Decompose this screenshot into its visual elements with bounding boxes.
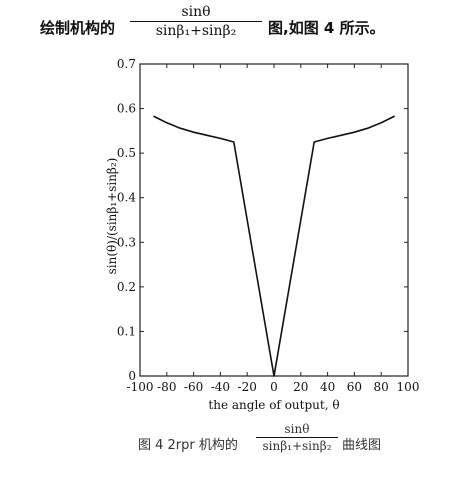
y-axis-label: sin(θ)/(sinβ₁+sinβ₂) [105, 158, 119, 275]
y-tick-label: 0.5 [117, 146, 136, 160]
intro-lead-text: 绘制机构的 [40, 19, 116, 37]
x-tick-label: -20 [238, 380, 257, 394]
intro-fraction-numerator: sinθ [181, 4, 211, 20]
caption-fraction: sinθ sinβ₁+sinβ₂ [256, 422, 338, 453]
plot-frame [139, 63, 409, 377]
x-axis-ticks: -100 -80 -60 -40 -20 0 20 40 60 80 100 [127, 64, 420, 394]
x-tick-label: -100 [127, 380, 154, 394]
intro-fraction-bar [130, 21, 262, 22]
y-tick-label: 0.2 [117, 280, 136, 294]
intro-tail-text: 图,如图 4 所示。 [268, 19, 385, 37]
y-tick-label: 0 [128, 369, 136, 383]
x-tick-label: -80 [157, 380, 176, 394]
x-tick-label: -40 [211, 380, 230, 394]
intro-fraction: sinθ sinβ₁+sinβ₂ [130, 4, 262, 39]
caption-fraction-numerator: sinθ [284, 422, 310, 436]
caption-fraction-denominator: sinβ₁+sinβ₂ [262, 439, 332, 453]
intro-fraction-denominator: sinβ₁+sinβ₂ [155, 23, 237, 39]
x-tick-label: 0 [270, 380, 278, 394]
caption-fraction-bar [256, 437, 338, 438]
x-tick-label: 100 [397, 380, 420, 394]
y-tick-label: 0.3 [117, 235, 136, 249]
x-tick-label: 40 [320, 380, 335, 394]
figure-caption: 图 4 2rpr 机构的 sinθ sinβ₁+sinβ₂ 曲线图 [138, 422, 468, 466]
y-tick-label: 0.6 [117, 102, 136, 116]
x-tick-label: -60 [184, 380, 203, 394]
series-layer [153, 115, 395, 377]
x-tick-label: 80 [374, 380, 389, 394]
intro-sentence: 绘制机构的 sinθ sinβ₁+sinβ₂ 图,如图 4 所示。 [40, 4, 460, 46]
y-axis-ticks: 0 0.1 0.2 0.3 0.4 0.5 0.6 0.7 [117, 57, 408, 383]
x-tick-label: 60 [347, 380, 362, 394]
y-tick-label: 0.7 [117, 57, 136, 71]
x-tick-label: 20 [293, 380, 308, 394]
series-line [153, 115, 395, 377]
y-tick-label: 0.1 [117, 324, 136, 338]
y-tick-label: 0.4 [117, 191, 136, 205]
caption-lead-text: 图 4 2rpr 机构的 [138, 438, 238, 453]
caption-tail-text: 曲线图 [342, 438, 382, 453]
x-axis-label: the angle of output, θ [208, 398, 339, 412]
